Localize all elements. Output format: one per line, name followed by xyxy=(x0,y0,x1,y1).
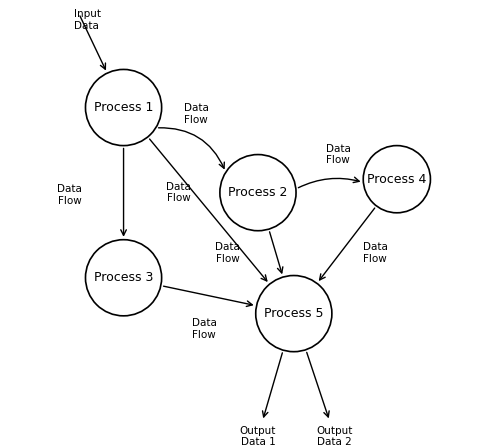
Circle shape xyxy=(86,69,162,146)
Text: Data
Flow: Data Flow xyxy=(184,103,209,125)
Text: Data
Flow: Data Flow xyxy=(57,184,82,206)
Text: Input
Data: Input Data xyxy=(74,9,101,30)
Text: Data
Flow: Data Flow xyxy=(326,144,351,165)
Text: Process 5: Process 5 xyxy=(264,307,324,320)
Text: Output
Data 2: Output Data 2 xyxy=(316,426,352,447)
Circle shape xyxy=(255,276,332,352)
Text: Process 1: Process 1 xyxy=(94,101,153,114)
Text: Data
Flow: Data Flow xyxy=(192,318,217,340)
Circle shape xyxy=(86,240,162,316)
Text: Process 4: Process 4 xyxy=(367,172,426,186)
Circle shape xyxy=(220,155,296,231)
Text: Data
Flow: Data Flow xyxy=(363,242,388,264)
Text: Output
Data 1: Output Data 1 xyxy=(240,426,276,447)
Circle shape xyxy=(363,146,430,213)
Text: Process 2: Process 2 xyxy=(228,186,288,199)
Text: Data
Flow: Data Flow xyxy=(215,242,240,264)
Text: Process 3: Process 3 xyxy=(94,271,153,284)
Text: Data
Flow: Data Flow xyxy=(166,182,191,203)
